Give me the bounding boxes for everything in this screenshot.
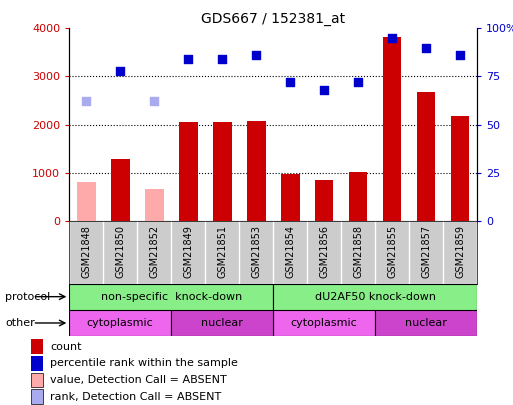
Point xyxy=(286,79,294,85)
Point xyxy=(82,98,90,104)
Point xyxy=(184,56,192,62)
Text: GSM21858: GSM21858 xyxy=(353,225,363,278)
Text: non-specific  knock-down: non-specific knock-down xyxy=(101,292,242,302)
Point xyxy=(116,68,124,74)
Text: count: count xyxy=(50,341,82,352)
Text: GSM21853: GSM21853 xyxy=(251,225,261,278)
Title: GDS667 / 152381_at: GDS667 / 152381_at xyxy=(201,12,345,26)
Text: GSM21848: GSM21848 xyxy=(81,225,91,278)
Bar xyxy=(69,284,273,310)
Text: percentile rank within the sample: percentile rank within the sample xyxy=(50,358,238,368)
Text: GSM21859: GSM21859 xyxy=(455,225,465,278)
Bar xyxy=(273,310,375,336)
Bar xyxy=(31,389,43,404)
Text: GSM21854: GSM21854 xyxy=(285,225,295,278)
Text: cytoplasmic: cytoplasmic xyxy=(291,318,358,328)
Text: value, Detection Call = ABSENT: value, Detection Call = ABSENT xyxy=(50,375,227,385)
Bar xyxy=(179,122,198,221)
Text: protocol: protocol xyxy=(5,292,50,302)
Text: nuclear: nuclear xyxy=(201,318,243,328)
Bar xyxy=(451,116,469,221)
Point xyxy=(150,98,159,104)
Bar xyxy=(31,356,43,371)
Bar xyxy=(77,182,95,221)
Bar xyxy=(247,121,266,221)
Text: GSM21852: GSM21852 xyxy=(149,225,159,278)
Text: GSM21851: GSM21851 xyxy=(217,225,227,278)
Bar xyxy=(31,373,43,387)
Bar xyxy=(273,284,477,310)
Text: GSM21856: GSM21856 xyxy=(319,225,329,278)
Text: dU2AF50 knock-down: dU2AF50 knock-down xyxy=(314,292,436,302)
Bar xyxy=(31,339,43,354)
Bar xyxy=(145,189,164,221)
Text: GSM21855: GSM21855 xyxy=(387,225,397,278)
Bar xyxy=(213,122,231,221)
Bar xyxy=(383,37,402,221)
Point xyxy=(354,79,362,85)
Bar xyxy=(349,172,367,221)
Point xyxy=(456,52,464,59)
Bar xyxy=(315,180,333,221)
Text: GSM21849: GSM21849 xyxy=(183,225,193,278)
Point xyxy=(218,56,226,62)
Point xyxy=(422,44,430,51)
Bar xyxy=(281,174,300,221)
Text: nuclear: nuclear xyxy=(405,318,447,328)
Bar xyxy=(417,92,436,221)
Text: GSM21857: GSM21857 xyxy=(421,225,431,278)
Text: cytoplasmic: cytoplasmic xyxy=(87,318,153,328)
Bar xyxy=(171,310,273,336)
Text: GSM21850: GSM21850 xyxy=(115,225,125,278)
Point xyxy=(320,87,328,93)
Bar xyxy=(111,159,130,221)
Bar xyxy=(69,310,171,336)
Bar xyxy=(375,310,477,336)
Text: rank, Detection Call = ABSENT: rank, Detection Call = ABSENT xyxy=(50,392,221,402)
Point xyxy=(388,35,396,41)
Text: other: other xyxy=(5,318,35,328)
Point xyxy=(252,52,260,59)
